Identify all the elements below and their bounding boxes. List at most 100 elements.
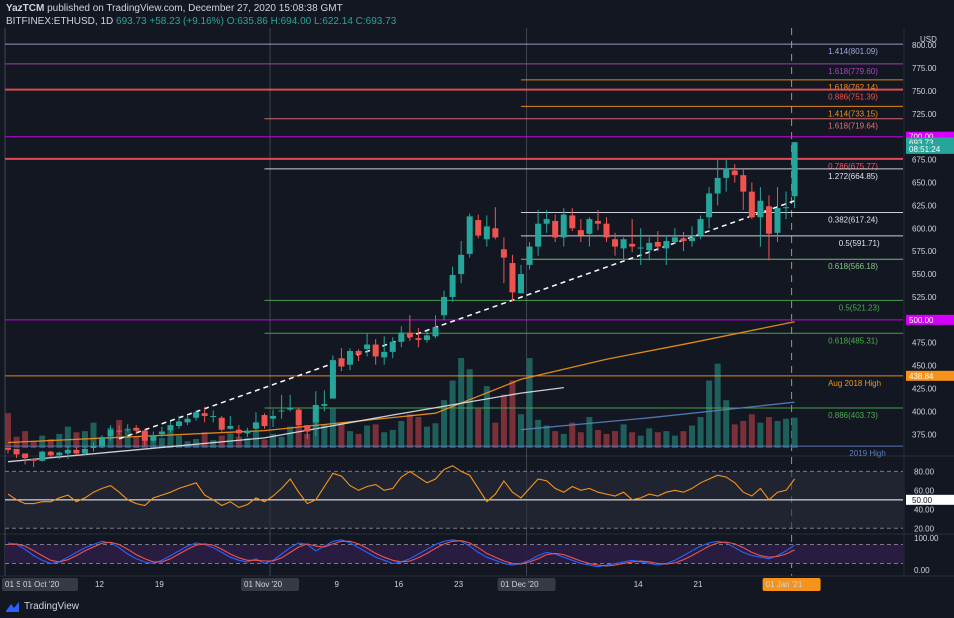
price-tag[interactable]: [906, 143, 954, 154]
candle-body[interactable]: [543, 219, 550, 224]
candle-body[interactable]: [594, 220, 601, 224]
candle-body[interactable]: [47, 451, 54, 456]
candle-body[interactable]: [560, 214, 567, 238]
candle-body[interactable]: [56, 452, 63, 456]
candle-body[interactable]: [278, 410, 285, 412]
candle-body[interactable]: [714, 177, 721, 194]
candle-body[interactable]: [347, 350, 353, 365]
candle-body[interactable]: [304, 425, 311, 432]
candle-body[interactable]: [500, 249, 507, 258]
candle-body[interactable]: [312, 404, 319, 423]
candle-body[interactable]: [475, 220, 482, 236]
candle-body[interactable]: [415, 338, 422, 340]
candle-body[interactable]: [740, 175, 747, 192]
candle-body[interactable]: [706, 193, 713, 218]
candle-body[interactable]: [244, 430, 251, 434]
candle-body[interactable]: [757, 200, 764, 218]
candle-body[interactable]: [39, 451, 46, 461]
candle-body[interactable]: [81, 448, 88, 454]
chart-area[interactable]: 1.414(801.09)1.618(779.60)1.618(762.14)0…: [0, 28, 954, 598]
candle-body[interactable]: [295, 409, 302, 426]
candle-body[interactable]: [107, 429, 114, 437]
candle-body[interactable]: [783, 207, 790, 209]
candle-body[interactable]: [492, 228, 499, 238]
candle-body[interactable]: [432, 327, 439, 337]
candle-body[interactable]: [176, 421, 182, 427]
candle-body[interactable]: [646, 242, 653, 251]
candle-body[interactable]: [235, 429, 242, 434]
price-tag[interactable]: [906, 137, 954, 148]
candle-body[interactable]: [64, 449, 71, 454]
candle-body[interactable]: [748, 191, 755, 218]
candle-body[interactable]: [637, 247, 644, 249]
candle-body[interactable]: [124, 428, 131, 430]
candle-body[interactable]: [680, 238, 687, 242]
candle-body[interactable]: [483, 226, 490, 240]
candle-body[interactable]: [697, 219, 704, 236]
candle-body[interactable]: [210, 415, 217, 417]
candle-body[interactable]: [671, 237, 678, 242]
candle-body[interactable]: [765, 206, 772, 234]
candle-body[interactable]: [774, 208, 781, 233]
candle-body[interactable]: [654, 242, 661, 247]
candle-body[interactable]: [227, 426, 234, 429]
candle-body[interactable]: [116, 430, 123, 432]
candle-body[interactable]: [406, 332, 413, 338]
candle-body[interactable]: [398, 332, 405, 342]
candle-body[interactable]: [355, 350, 362, 355]
candle-body[interactable]: [30, 458, 37, 461]
candle-body[interactable]: [338, 358, 345, 367]
candle-body[interactable]: [73, 449, 80, 454]
candle-body[interactable]: [13, 448, 20, 455]
candle-body[interactable]: [193, 412, 200, 418]
candle-body[interactable]: [629, 243, 636, 247]
candle-body[interactable]: [141, 430, 148, 441]
candle-body[interactable]: [731, 170, 738, 176]
candle-body[interactable]: [167, 425, 174, 431]
price-tag[interactable]: [906, 314, 954, 325]
candle-body[interactable]: [90, 446, 97, 448]
candle-body[interactable]: [287, 407, 294, 410]
candle-body[interactable]: [577, 230, 584, 236]
candle-body[interactable]: [689, 237, 695, 242]
price-tag[interactable]: [906, 370, 954, 381]
candle-body[interactable]: [389, 341, 396, 352]
candle-body[interactable]: [603, 223, 610, 238]
candle-body[interactable]: [22, 453, 29, 459]
candle-body[interactable]: [201, 413, 208, 416]
candle-body[interactable]: [791, 142, 798, 197]
candle-body[interactable]: [586, 219, 593, 234]
candle-body[interactable]: [612, 239, 619, 247]
candle-body[interactable]: [381, 351, 388, 358]
time-axis-tag[interactable]: [762, 578, 821, 591]
candle-body[interactable]: [218, 417, 225, 430]
candle-body[interactable]: [270, 415, 277, 419]
price-tag[interactable]: [906, 131, 954, 142]
candle-body[interactable]: [723, 168, 730, 178]
tradingview-logo-icon[interactable]: [5, 601, 21, 613]
candle-body[interactable]: [441, 296, 448, 316]
candle-body[interactable]: [5, 448, 11, 450]
candle-body[interactable]: [535, 223, 542, 247]
candle-body[interactable]: [466, 216, 473, 254]
symbol-label[interactable]: BITFINEX:ETHUSD, 1D: [6, 16, 114, 27]
time-axis-tag[interactable]: [20, 578, 78, 591]
candle-body[interactable]: [133, 427, 140, 431]
candle-body[interactable]: [184, 418, 191, 423]
candle-body[interactable]: [569, 215, 576, 229]
candle-body[interactable]: [449, 274, 456, 297]
brand-name[interactable]: TradingView: [24, 601, 80, 612]
candle-body[interactable]: [158, 431, 165, 435]
candle-body[interactable]: [252, 422, 259, 429]
candle-body[interactable]: [321, 404, 328, 406]
candle-body[interactable]: [99, 437, 106, 447]
author-name[interactable]: YazTCM: [6, 3, 45, 14]
candle-body[interactable]: [423, 335, 430, 340]
candle-body[interactable]: [552, 220, 559, 238]
candle-body[interactable]: [526, 246, 533, 265]
candle-body[interactable]: [663, 241, 670, 249]
time-axis-tag[interactable]: [497, 578, 556, 591]
time-axis-tag[interactable]: [241, 578, 300, 591]
candle-body[interactable]: [620, 239, 627, 249]
candle-body[interactable]: [509, 263, 516, 293]
